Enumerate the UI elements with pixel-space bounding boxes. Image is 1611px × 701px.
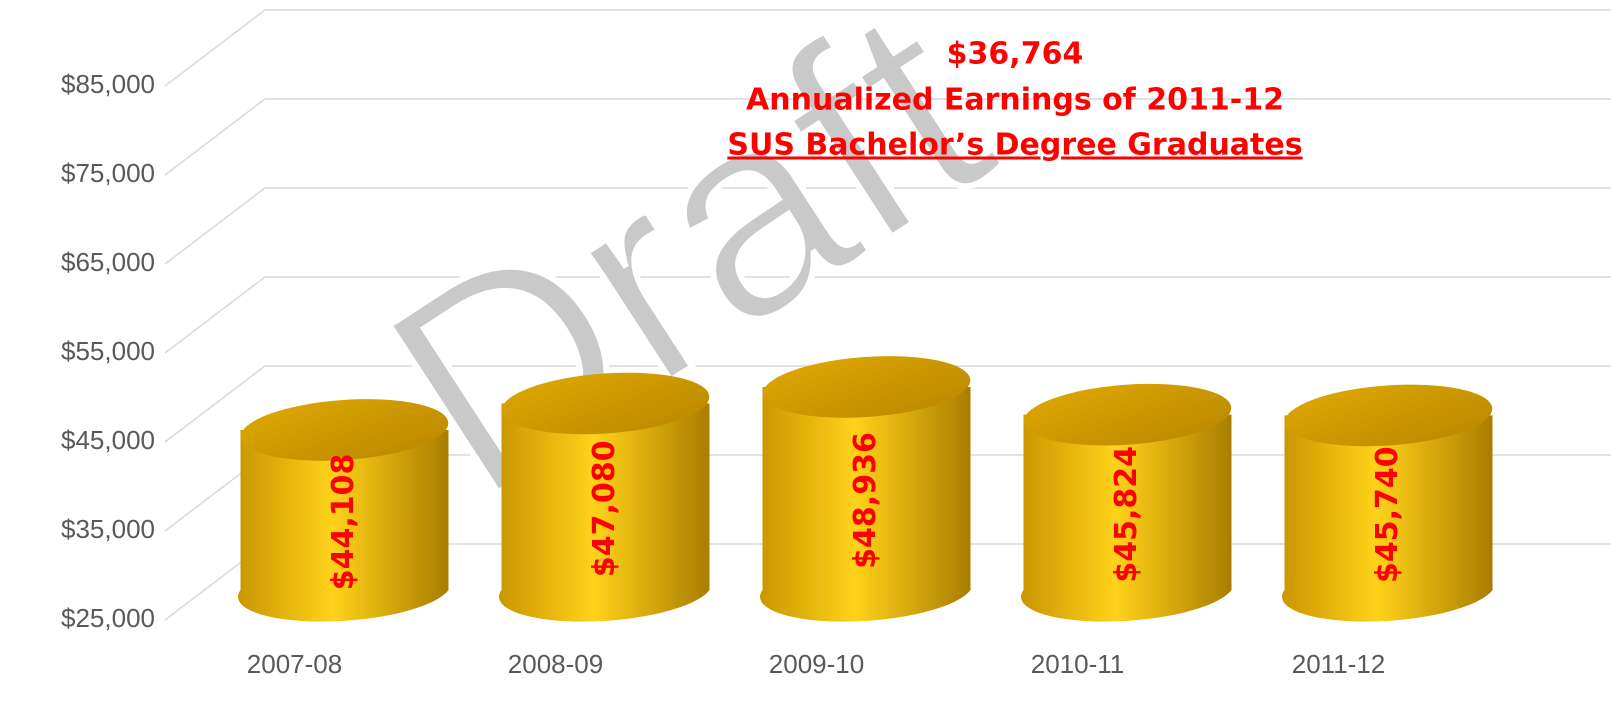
value-label: $47,080 bbox=[587, 440, 622, 577]
cylinder: $48,936 bbox=[759, 356, 971, 622]
y-tick-label: $85,000 bbox=[61, 69, 155, 99]
grid-line bbox=[164, 276, 1611, 354]
y-tick-label: $75,000 bbox=[61, 158, 155, 188]
value-label: $48,936 bbox=[848, 432, 883, 569]
bar bbox=[1282, 415, 1493, 622]
watermark: Draft bbox=[336, 0, 1040, 557]
cylinder: $45,740 bbox=[1282, 384, 1493, 622]
y-tick-label: $65,000 bbox=[61, 247, 155, 277]
x-tick-label: 2011-12 bbox=[1292, 649, 1386, 679]
bar-top bbox=[1023, 383, 1232, 446]
grid: $25,000 $35,000 $45,000 $55,000 $65,000 $75,0… bbox=[61, 9, 1611, 633]
cylinder: $45,824 bbox=[1021, 383, 1232, 622]
bar bbox=[498, 403, 710, 622]
chart-subtitle: SUS Bachelor’s Degree Graduates bbox=[727, 128, 1302, 163]
y-tick-label: $45,000 bbox=[61, 425, 155, 455]
cylinder: $47,080 bbox=[498, 372, 710, 622]
y-tick-label: $55,000 bbox=[61, 336, 155, 366]
bars: $44,108 $47,080 $48,936 $45,824 $45,740 bbox=[238, 356, 1493, 622]
bar-top bbox=[240, 399, 449, 461]
bar-top bbox=[1284, 384, 1493, 447]
cylinder: $44,108 bbox=[238, 399, 449, 622]
grid-line bbox=[164, 9, 1611, 87]
grid-line bbox=[164, 365, 1611, 443]
x-tick-label: 2008-09 bbox=[508, 649, 603, 679]
bar-top bbox=[762, 356, 971, 418]
grid-line bbox=[164, 98, 1611, 176]
x-tick-label: 2010-11 bbox=[1031, 649, 1125, 679]
bar bbox=[1021, 414, 1232, 622]
value-label: $45,740 bbox=[1370, 446, 1405, 583]
bar bbox=[759, 386, 971, 622]
value-label: $44,108 bbox=[326, 454, 361, 591]
chart-title: $36,764 bbox=[947, 37, 1084, 72]
x-tick-label: 2007-08 bbox=[247, 649, 342, 679]
chart-subtitle: Annualized Earnings of 2011-12 bbox=[746, 83, 1284, 118]
bar bbox=[238, 429, 449, 622]
y-tick-label: $25,000 bbox=[61, 603, 155, 633]
value-label: $45,824 bbox=[1109, 446, 1144, 583]
bar-top bbox=[501, 372, 710, 435]
y-tick-label: $35,000 bbox=[61, 514, 155, 544]
grid-line bbox=[164, 187, 1611, 265]
x-tick-label: 2009-10 bbox=[769, 649, 864, 679]
